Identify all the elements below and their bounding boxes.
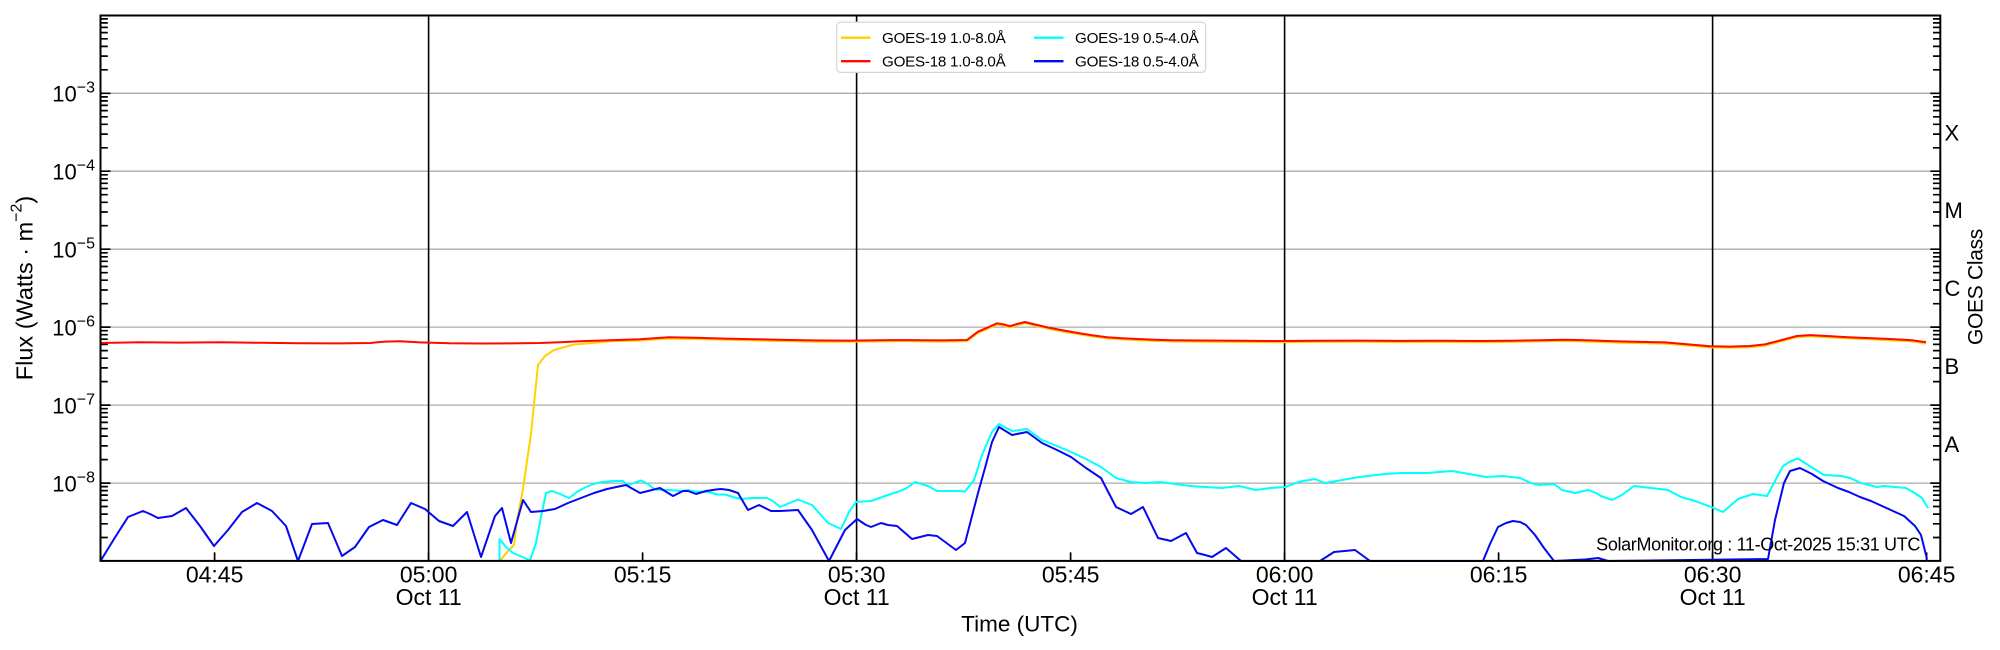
svg-text:05:30: 05:30 bbox=[828, 562, 886, 588]
svg-text:C: C bbox=[1945, 276, 1961, 301]
svg-text:10−8: 10−8 bbox=[52, 469, 95, 496]
svg-text:SolarMonitor.org : 11-Oct-2025: SolarMonitor.org : 11-Oct-2025 15:31 UTC bbox=[1596, 535, 1920, 555]
svg-text:GOES-18 0.5-4.0Å: GOES-18 0.5-4.0Å bbox=[1075, 54, 1200, 71]
svg-text:Oct 11: Oct 11 bbox=[824, 584, 890, 610]
svg-text:M: M bbox=[1945, 198, 1963, 223]
svg-text:06:00: 06:00 bbox=[1256, 562, 1314, 588]
svg-text:B: B bbox=[1945, 354, 1960, 379]
svg-text:Flux (Watts · m−2): Flux (Watts · m−2) bbox=[9, 196, 38, 380]
svg-text:Time (UTC): Time (UTC) bbox=[961, 611, 1078, 636]
svg-text:06:45: 06:45 bbox=[1898, 562, 1956, 588]
svg-text:Oct 11: Oct 11 bbox=[396, 584, 462, 610]
svg-text:05:00: 05:00 bbox=[400, 562, 458, 588]
svg-text:06:30: 06:30 bbox=[1684, 562, 1742, 588]
svg-text:04:45: 04:45 bbox=[186, 562, 244, 588]
svg-text:GOES-19 0.5-4.0Å: GOES-19 0.5-4.0Å bbox=[1075, 30, 1200, 47]
svg-text:10−4: 10−4 bbox=[52, 158, 95, 185]
svg-text:X: X bbox=[1945, 120, 1960, 145]
svg-text:10−3: 10−3 bbox=[52, 80, 95, 107]
svg-text:05:45: 05:45 bbox=[1042, 562, 1100, 588]
svg-text:GOES-19 1.0-8.0Å: GOES-19 1.0-8.0Å bbox=[882, 30, 1007, 47]
svg-text:05:15: 05:15 bbox=[614, 562, 672, 588]
svg-text:GOES-18 1.0-8.0Å: GOES-18 1.0-8.0Å bbox=[882, 54, 1007, 71]
svg-text:06:15: 06:15 bbox=[1470, 562, 1528, 588]
svg-text:GOES Class: GOES Class bbox=[1965, 229, 1988, 345]
svg-text:A: A bbox=[1945, 432, 1960, 457]
svg-text:Oct 11: Oct 11 bbox=[1252, 584, 1318, 610]
svg-text:Oct 11: Oct 11 bbox=[1680, 584, 1746, 610]
